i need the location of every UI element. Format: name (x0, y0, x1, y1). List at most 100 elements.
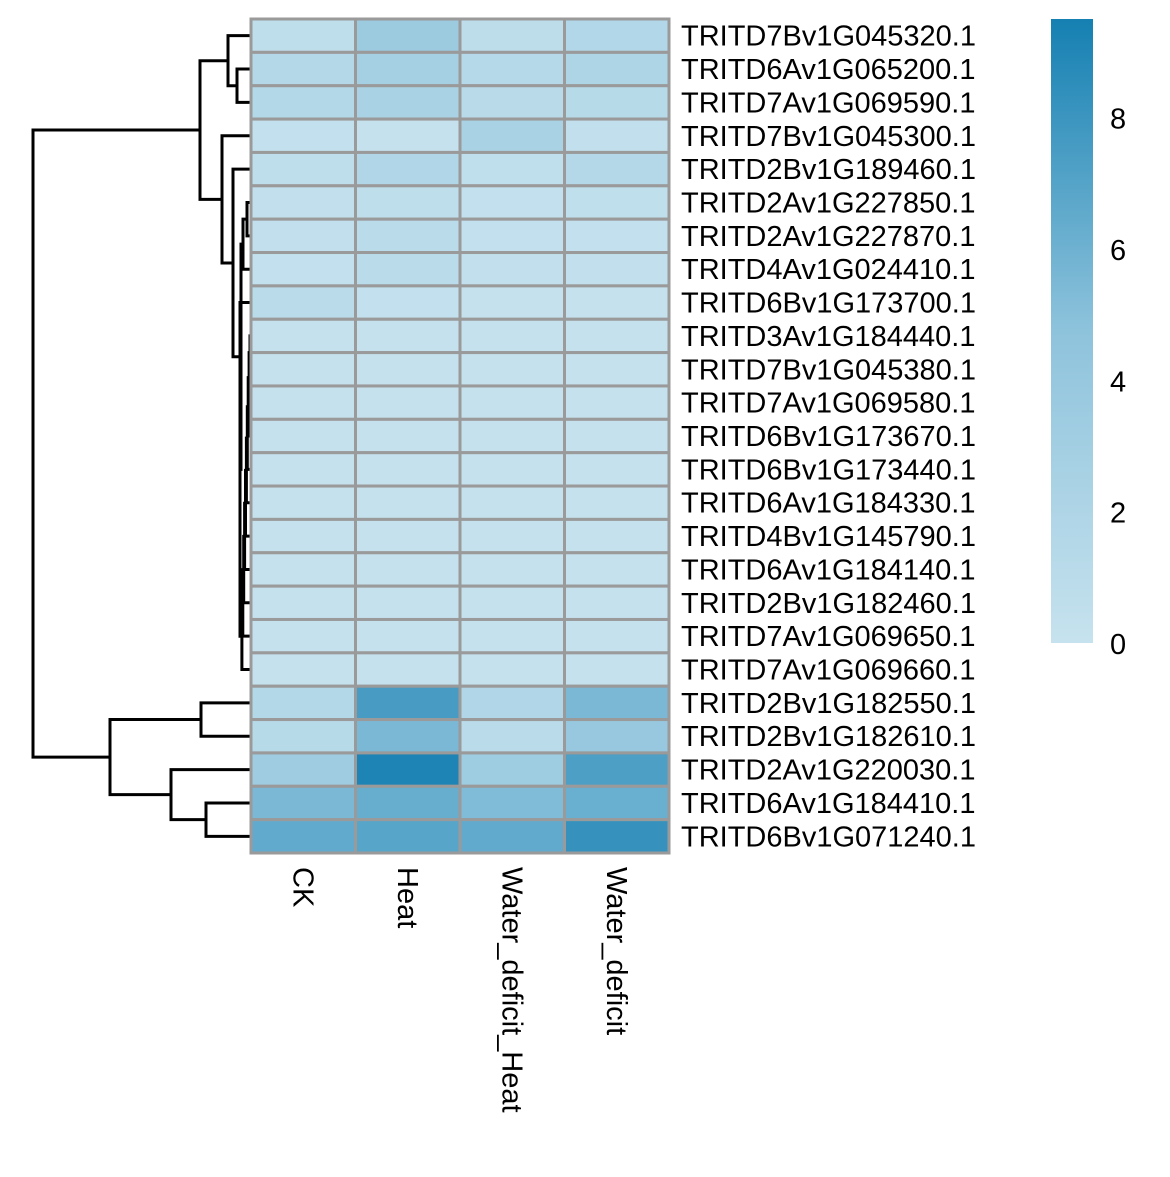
heatmap-cell (458, 751, 566, 788)
heatmap-cell (563, 451, 671, 488)
row-label: TRITD2Av1G227870.1 (681, 221, 975, 253)
heatmap-cell (458, 351, 566, 388)
heatmap-cell (458, 684, 566, 722)
row-label: TRITD6Bv1G071240.1 (681, 821, 976, 853)
heatmap-cell (249, 84, 357, 121)
heatmap-cell (458, 150, 566, 188)
row-labels: TRITD7Bv1G045320.1TRITD6Av1G065200.1TRIT… (681, 21, 976, 854)
heatmap-cell (458, 718, 566, 755)
row-label: TRITD2Bv1G182610.1 (681, 721, 976, 753)
row-label: TRITD7Av1G069650.1 (681, 621, 975, 653)
heatmap-cell (249, 517, 357, 555)
heatmap-cell (249, 718, 357, 755)
heatmap-cell (354, 217, 462, 255)
heatmap-cell (249, 184, 357, 221)
heatmap-cell (354, 117, 462, 154)
legend-tick-label: 8 (1110, 104, 1126, 136)
dendrogram-branch (220, 134, 251, 265)
heatmap-cell (458, 384, 566, 421)
dendrogram-branch (226, 34, 251, 88)
heatmap-cell (563, 50, 671, 88)
heatmap-cell (249, 818, 357, 855)
heatmap-cell (458, 184, 566, 221)
row-label: TRITD3Av1G184440.1 (681, 321, 975, 353)
heatmap-cell (249, 217, 357, 255)
legend-tick-label: 2 (1110, 498, 1126, 530)
heatmap-cell (563, 484, 671, 521)
heatmap-cell (354, 84, 462, 121)
dendrogram-branch (199, 701, 251, 738)
row-dendrogram (31, 34, 252, 838)
heatmap-cell (354, 150, 462, 188)
heatmap-cell (354, 17, 462, 54)
heatmap-cell (563, 17, 671, 54)
heatmap-cell (354, 651, 462, 688)
row-label: TRITD2Av1G220030.1 (681, 755, 975, 787)
heatmap-cell (458, 551, 566, 588)
heatmap-cell (563, 150, 671, 188)
heatmap-cell (354, 784, 462, 822)
heatmap-cell (249, 251, 357, 288)
row-label: TRITD2Bv1G189460.1 (681, 154, 976, 186)
row-label: TRITD4Bv1G145790.1 (681, 521, 976, 553)
heatmap-cell (458, 484, 566, 521)
heatmap-cell (249, 50, 357, 88)
heatmap-cell (249, 351, 357, 388)
heatmap-cell (354, 484, 462, 521)
row-label: TRITD7Bv1G045380.1 (681, 354, 976, 386)
heatmap-cell (354, 551, 462, 588)
row-label: TRITD6Bv1G173440.1 (681, 454, 976, 486)
dendrogram-branch (235, 67, 251, 104)
legend-color-bar (1051, 19, 1093, 643)
heatmap-cell (249, 451, 357, 488)
heatmap-cell (354, 184, 462, 221)
heatmap-cell (458, 251, 566, 288)
dendrogram-branch (108, 718, 201, 797)
heatmap-cell (563, 117, 671, 154)
heatmap-cell (563, 818, 671, 855)
heatmap-cell (354, 584, 462, 621)
row-label: TRITD6Av1G184140.1 (681, 554, 975, 586)
heatmap-cell (249, 384, 357, 421)
heatmap-cell (249, 684, 357, 722)
heatmap-cell (563, 751, 671, 788)
heatmap-cell (354, 451, 462, 488)
heatmap-cell (458, 317, 566, 355)
heatmap-cell (354, 684, 462, 722)
heatmap-cell (354, 718, 462, 755)
dendrogram-branch (169, 768, 251, 822)
heatmap-cell (563, 617, 671, 655)
heatmap-cell (354, 517, 462, 555)
heatmap-cell (458, 17, 566, 54)
heatmap-cell (249, 284, 357, 321)
heatmap-cell (563, 84, 671, 121)
column-label: CK (286, 867, 318, 908)
heatmap-cell (354, 751, 462, 788)
heatmap-cell (354, 50, 462, 88)
heatmap-cell (458, 651, 566, 688)
dendrogram-branch (204, 801, 251, 838)
heatmap-cell (354, 317, 462, 355)
column-label: Water_deficit_Heat (495, 867, 527, 1113)
row-label: TRITD4Av1G024410.1 (681, 254, 975, 286)
row-label: TRITD6Bv1G173700.1 (681, 288, 976, 320)
heatmap-cell (249, 317, 357, 355)
heatmap-cell (458, 517, 566, 555)
heatmap-cell (458, 784, 566, 822)
heatmap-cell (249, 484, 357, 521)
column-labels: CK Heat Water_deficit_Heat Water_deficit (286, 867, 632, 1113)
row-label: TRITD7Av1G069580.1 (681, 388, 975, 420)
heatmap-cell (563, 317, 671, 355)
heatmap-cell (563, 718, 671, 755)
heatmap-cell (563, 217, 671, 255)
heatmap-cell (563, 651, 671, 688)
heatmap-cell (458, 818, 566, 855)
heatmap-cell (563, 551, 671, 588)
heatmap-cell (563, 284, 671, 321)
heatmap-cell (563, 384, 671, 421)
heatmap-cell (458, 451, 566, 488)
column-label: Heat (391, 867, 423, 928)
heatmap-cell (354, 284, 462, 321)
dendrogram-branch (198, 59, 228, 201)
